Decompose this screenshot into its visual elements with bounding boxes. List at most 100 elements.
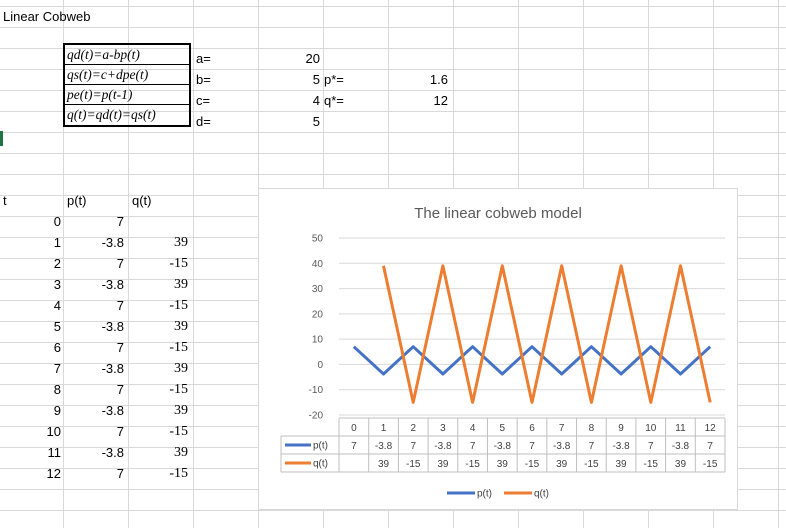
y-tick-label: 20 — [312, 309, 324, 320]
table-value-p: 7 — [707, 441, 713, 452]
cell-t[interactable]: 6 — [53, 340, 61, 355]
series-line-q — [382, 264, 712, 404]
cell-q[interactable]: 39 — [174, 361, 188, 376]
y-axis-ticks: 50 40 30 20 10 0 -10 -20 — [309, 234, 324, 422]
cell-t[interactable]: 7 — [53, 361, 61, 376]
table-value-q: -15 — [703, 459, 718, 470]
param-label-b[interactable]: b= — [196, 72, 211, 87]
cell-q[interactable]: -15 — [169, 424, 188, 439]
cell-q[interactable]: 39 — [174, 445, 188, 460]
cell-q[interactable]: 39 — [174, 319, 188, 334]
cell-t[interactable]: 12 — [46, 466, 61, 481]
chart-legend: p(t) q(t) — [447, 489, 549, 500]
table-value-q: -15 — [525, 459, 540, 470]
formula-box[interactable]: qd(t)=a-bp(t) qs(t)=c+dpe(t) pe(t)=p(t-1… — [63, 43, 191, 127]
equilibrium-value-q[interactable]: 12 — [433, 93, 448, 108]
table-value-q: 39 — [675, 459, 687, 470]
header-t[interactable]: t — [3, 193, 7, 208]
cell-p[interactable]: 7 — [116, 466, 124, 481]
cell-q[interactable]: -15 — [169, 298, 188, 313]
cell-t[interactable]: 0 — [53, 214, 61, 229]
formula-line: qd(t)=a-bp(t) — [65, 45, 191, 65]
table-value-p: 7 — [529, 441, 535, 452]
sheet-title[interactable]: Linear Cobweb — [3, 9, 91, 24]
table-value-p: -3.8 — [494, 441, 512, 452]
x-category-label: 7 — [559, 423, 565, 434]
y-tick-label: -10 — [309, 385, 324, 396]
equilibrium-label-q[interactable]: q*= — [324, 93, 344, 108]
cell-p[interactable]: -3.8 — [101, 235, 124, 250]
cell-p[interactable]: 7 — [116, 214, 124, 229]
table-series-name: q(t) — [313, 459, 328, 470]
param-value-b[interactable]: 5 — [312, 72, 320, 87]
cell-t[interactable]: 10 — [46, 424, 61, 439]
x-category-label: 0 — [351, 423, 357, 434]
cell-q[interactable]: -15 — [169, 340, 188, 355]
formula-line: qs(t)=c+dpe(t) — [65, 65, 191, 85]
cell-p[interactable]: 7 — [116, 256, 124, 271]
cobweb-chart[interactable]: The linear cobweb model 50 40 30 20 10 0 -10 -2… — [258, 188, 738, 510]
cell-q[interactable]: -15 — [169, 256, 188, 271]
table-value-p: -3.8 — [553, 441, 571, 452]
cell-p[interactable]: -3.8 — [101, 361, 124, 376]
cell-p[interactable]: -3.8 — [101, 403, 124, 418]
param-label-c[interactable]: c= — [196, 93, 211, 108]
cell-q[interactable]: 39 — [174, 403, 188, 418]
cell-p[interactable]: -3.8 — [101, 445, 124, 460]
x-category-label: 1 — [381, 423, 387, 434]
cell-p[interactable]: 7 — [116, 340, 124, 355]
cell-q[interactable]: 39 — [174, 277, 188, 292]
chart-data-table: 0 1 2 3 4 5 6 7 8 9 10 11 12p(t)q(t)7 -3.8 7 -3.8 7 -3.8 7… — [280, 417, 726, 473]
cell-p[interactable]: 7 — [116, 424, 124, 439]
x-category-label: 11 — [675, 423, 686, 434]
y-tick-label: 10 — [312, 335, 324, 346]
table-value-q: 39 — [497, 459, 509, 470]
legend-label: q(t) — [534, 489, 549, 500]
y-tick-label: 0 — [317, 360, 323, 371]
table-value-q: 39 — [556, 459, 568, 470]
cell-t[interactable]: 2 — [53, 256, 61, 271]
cell-t[interactable]: 11 — [47, 445, 62, 460]
cell-p[interactable]: -3.8 — [101, 277, 124, 292]
table-value-p: -3.8 — [434, 441, 452, 452]
equilibrium-label-p[interactable]: p*= — [324, 72, 344, 87]
chart-svg: The linear cobweb model 50403020100-10-2… — [280, 205, 726, 500]
formula-line: pe(t)=p(t-1) — [65, 85, 191, 105]
x-category-label: 2 — [410, 423, 416, 434]
param-value-a[interactable]: 20 — [305, 51, 320, 66]
cell-t[interactable]: 4 — [53, 298, 61, 313]
equilibrium-value-p[interactable]: 1.6 — [429, 72, 448, 87]
cell-t[interactable]: 1 — [53, 235, 61, 250]
table-value-q: -15 — [406, 459, 421, 470]
cell-q[interactable]: 39 — [174, 235, 188, 250]
table-value-p: 7 — [470, 441, 476, 452]
table-value-p: 7 — [589, 441, 595, 452]
param-label-a[interactable]: a= — [196, 51, 211, 66]
x-category-label: 12 — [705, 423, 717, 434]
table-series-name: p(t) — [313, 441, 328, 452]
x-category-label: 9 — [618, 423, 624, 434]
param-value-c[interactable]: 4 — [312, 93, 320, 108]
formula-line: q(t)=qd(t)=qs(t) — [67, 107, 156, 122]
x-category-label: 10 — [645, 423, 657, 434]
cell-t[interactable]: 8 — [53, 382, 61, 397]
cell-t[interactable]: 3 — [53, 277, 61, 292]
cell-q[interactable] — [128, 211, 191, 232]
chart-series — [352, 264, 712, 404]
table-value-p: -3.8 — [672, 441, 690, 452]
header-q[interactable]: q(t) — [132, 193, 152, 208]
table-value-p: 7 — [351, 441, 357, 452]
header-p[interactable]: p(t) — [67, 193, 87, 208]
cell-p[interactable]: 7 — [116, 382, 124, 397]
cell-p[interactable]: -3.8 — [101, 319, 124, 334]
cell-p[interactable]: 7 — [116, 298, 124, 313]
cell-t[interactable]: 9 — [53, 403, 61, 418]
cell-q[interactable]: -15 — [169, 466, 188, 481]
cell-t[interactable]: 5 — [53, 319, 61, 334]
param-value-d[interactable]: 5 — [312, 114, 320, 129]
param-label-d[interactable]: d= — [196, 114, 211, 129]
table-value-q: -15 — [465, 459, 480, 470]
cell-q[interactable]: -15 — [169, 382, 188, 397]
chart-title: The linear cobweb model — [414, 205, 582, 222]
